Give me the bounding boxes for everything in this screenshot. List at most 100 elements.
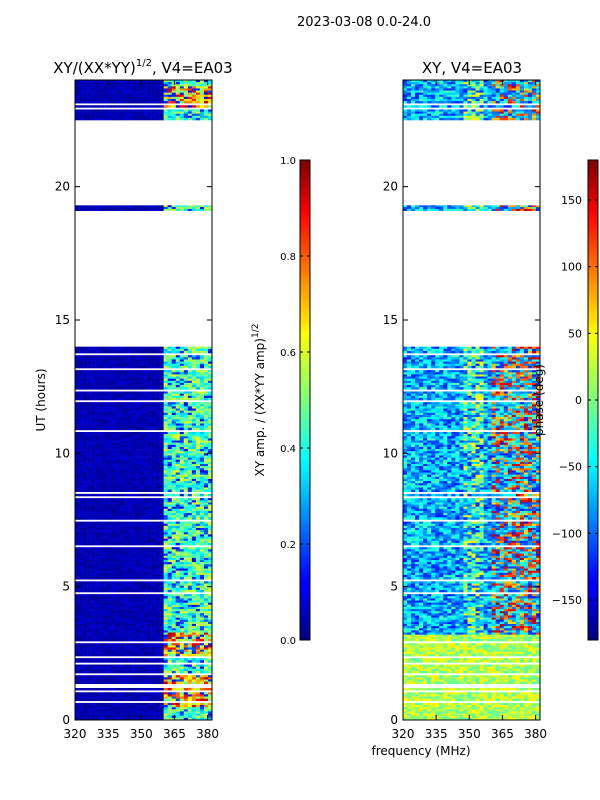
heatmap-cell	[115, 604, 120, 608]
heatmap-cell	[183, 348, 189, 352]
heatmap-cell	[203, 374, 209, 377]
heatmap-cell	[171, 564, 177, 567]
heatmap-cell	[127, 600, 132, 603]
heatmap-cell	[199, 440, 205, 443]
heatmap-cell	[179, 427, 185, 431]
heatmap-cell	[163, 534, 168, 537]
heatmap-cell	[143, 649, 148, 653]
heatmap-cell	[127, 647, 132, 650]
heatmap-cell	[147, 474, 152, 478]
heatmap-cell	[119, 449, 124, 452]
heatmap-row	[75, 423, 213, 426]
heatmap-cell	[83, 385, 88, 388]
heatmap-cell	[115, 589, 120, 593]
heatmap-cell	[159, 636, 164, 640]
heatmap-cell	[115, 668, 120, 672]
heatmap-cell	[75, 583, 80, 586]
heatmap-cell	[195, 485, 201, 488]
heatmap-cell	[143, 515, 148, 518]
heatmap-cell	[187, 630, 193, 633]
heatmap-cell	[139, 602, 144, 606]
heatmap-cell	[95, 555, 100, 559]
heatmap-cell	[95, 615, 100, 618]
heatmap-cell	[163, 645, 168, 648]
heatmap-cell	[151, 402, 156, 405]
heatmap-cell	[191, 483, 197, 486]
heatmap-cell	[79, 457, 84, 461]
heatmap-cell	[135, 651, 140, 655]
heatmap-cell	[115, 455, 120, 458]
heatmap-cell	[115, 408, 120, 411]
heatmap-cell	[187, 574, 193, 578]
heatmap-cell	[119, 357, 124, 360]
heatmap-cell	[75, 553, 80, 557]
heatmap-cell	[191, 515, 197, 518]
heatmap-cell	[131, 632, 136, 635]
heatmap-row	[75, 536, 213, 539]
heatmap-cell	[167, 408, 173, 411]
heatmap-cell	[91, 606, 96, 610]
heatmap-cell	[191, 423, 197, 426]
heatmap-row	[75, 376, 213, 379]
heatmap-cell	[147, 370, 152, 373]
heatmap-cell	[167, 643, 173, 646]
heatmap-cell	[119, 609, 124, 612]
heatmap-cell	[123, 478, 128, 482]
heatmap-cell	[175, 638, 181, 642]
heatmap-cell	[115, 508, 120, 512]
heatmap-cell	[87, 615, 92, 618]
heatmap-cell	[195, 444, 201, 448]
heatmap-cell	[131, 449, 136, 452]
heatmap-cell	[199, 532, 205, 535]
heatmap-cell	[95, 500, 100, 503]
heatmap-cell	[183, 506, 189, 510]
heatmap-cell	[187, 406, 193, 409]
heatmap-cell	[91, 562, 96, 565]
heatmap-cell	[119, 395, 124, 399]
heatmap-cell	[91, 600, 96, 603]
heatmap-cell	[119, 549, 124, 552]
heatmap-cell	[91, 638, 96, 642]
heatmap-cell	[191, 425, 197, 429]
heatmap-cell	[147, 638, 152, 642]
heatmap-cell	[143, 668, 148, 672]
heatmap-cell	[119, 378, 124, 382]
heatmap-cell	[119, 397, 124, 401]
heatmap-cell	[191, 404, 197, 407]
heatmap-cell	[203, 348, 209, 352]
heatmap-row	[75, 391, 213, 394]
heatmap-cell	[139, 532, 144, 535]
heatmap-cell	[79, 566, 84, 569]
heatmap-row	[75, 604, 213, 608]
heatmap-cell	[207, 380, 213, 384]
heatmap-cell	[79, 551, 84, 554]
heatmap-cell	[147, 583, 152, 586]
heatmap-cell	[163, 481, 168, 484]
heatmap-cell	[139, 540, 144, 544]
heatmap-cell	[79, 619, 84, 623]
heatmap-cell	[99, 357, 104, 360]
heatmap-cell	[171, 476, 177, 480]
heatmap-cell	[143, 664, 148, 667]
heatmap-cell	[87, 540, 92, 544]
heatmap-cell	[171, 412, 177, 416]
heatmap-cell	[111, 653, 116, 657]
heatmap-cell	[167, 587, 173, 591]
heatmap-cell	[155, 402, 160, 405]
heatmap-cell	[75, 489, 80, 493]
heatmap-cell	[87, 643, 92, 646]
heatmap-cell	[203, 427, 209, 431]
heatmap-cell	[139, 645, 144, 648]
heatmap-cell	[83, 485, 88, 488]
heatmap-cell	[143, 594, 148, 597]
heatmap-cell	[195, 611, 201, 614]
heatmap-cell	[195, 380, 201, 384]
heatmap-cell	[111, 517, 116, 520]
heatmap-cell	[191, 468, 197, 471]
heatmap-cell	[139, 434, 144, 437]
heatmap-cell	[75, 468, 80, 471]
heatmap-cell	[107, 506, 112, 510]
heatmap-cell	[163, 606, 168, 610]
heatmap-cell	[87, 464, 92, 467]
heatmap-cell	[91, 510, 96, 514]
